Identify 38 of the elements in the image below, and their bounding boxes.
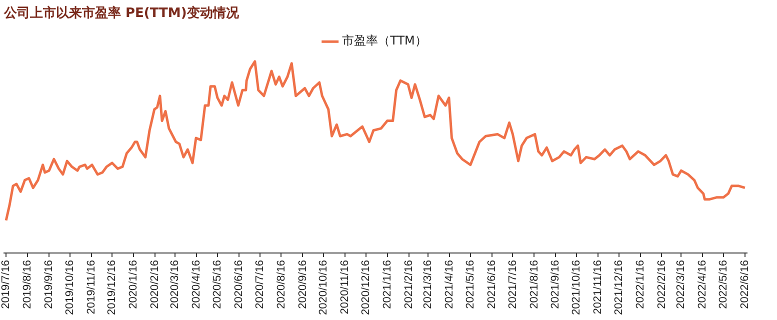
- x-tick-label: 2020/4/16: [190, 260, 203, 309]
- x-tick-label: 2020/9/16: [296, 260, 309, 309]
- x-tick-label: 2021/12/16: [612, 260, 625, 316]
- x-tick-label: 2021/3/16: [422, 260, 434, 309]
- x-tick-label: 2021/8/16: [528, 260, 540, 309]
- x-tick-label: 2020/7/16: [254, 260, 266, 309]
- x-tick-label: 2020/11/16: [339, 260, 352, 314]
- x-tick-label: 2020/2/16: [149, 260, 162, 309]
- x-tick-label: 2020/1/16: [128, 260, 140, 309]
- x-tick-label: 2021/9/16: [550, 260, 562, 309]
- x-tick-label: 2021/1/16: [381, 260, 394, 309]
- x-tick-label: 2021/4/16: [444, 260, 456, 309]
- x-tick-label: 2021/10/16: [570, 260, 583, 316]
- x-tick-label: 2021/11/16: [592, 260, 604, 314]
- x-tick-label: 2022/4/16: [696, 260, 709, 309]
- x-tick-label: 2021/7/16: [506, 260, 519, 309]
- x-tick-label: 2019/11/16: [85, 260, 98, 314]
- x-tick-label: 2020/10/16: [318, 260, 330, 316]
- chart-title: 公司上市以来市盈率 PE(TTM)变动情况: [3, 5, 240, 22]
- x-tick-label: 2022/2/16: [656, 260, 668, 309]
- x-tick-label: 2022/1/16: [634, 260, 646, 309]
- x-tick-label: 2022/6/16: [738, 260, 751, 309]
- x-tick-label: 2019/9/16: [43, 260, 56, 309]
- x-tick-label: 2019/12/16: [106, 260, 118, 316]
- x-tick-label: 2020/6/16: [232, 260, 245, 309]
- x-tick-label: 2021/6/16: [486, 260, 498, 309]
- x-tick-label: 2020/3/16: [169, 260, 182, 309]
- x-tick-label: 2019/10/16: [64, 260, 76, 316]
- x-tick-label: 2021/2/16: [402, 260, 415, 309]
- x-tick-label: 2019/7/16: [0, 260, 12, 309]
- x-tick-label: 2022/3/16: [675, 260, 688, 309]
- x-tick-label: 2019/8/16: [22, 260, 34, 309]
- x-tick-label: 2020/12/16: [360, 260, 372, 316]
- legend-label: 市盈率（TTM）: [342, 34, 427, 48]
- x-tick-label: 2021/5/16: [464, 260, 476, 309]
- x-tick-label: 2020/8/16: [275, 260, 288, 309]
- x-tick-label: 2020/5/16: [212, 260, 224, 309]
- x-tick-label: 2022/5/16: [717, 260, 730, 309]
